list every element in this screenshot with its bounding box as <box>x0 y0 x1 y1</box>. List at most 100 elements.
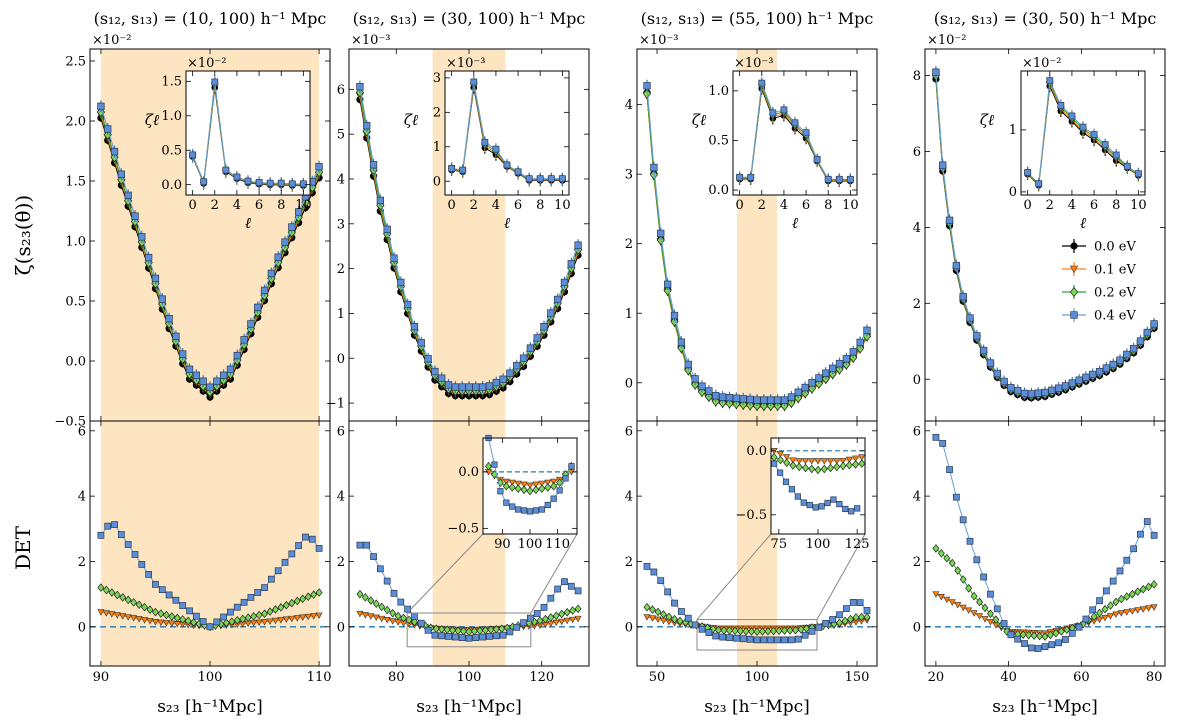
y-tick-label: 0.0 <box>458 465 479 480</box>
det-data-point <box>267 575 275 583</box>
data-point <box>417 339 425 347</box>
data-point <box>110 147 119 156</box>
det-data-point <box>108 611 116 618</box>
x-tick-label: 80 <box>388 670 405 685</box>
data-point <box>472 383 480 391</box>
det-data-point <box>124 614 132 621</box>
y-tick-label: 1.5 <box>65 175 86 190</box>
det-data-point <box>1007 631 1015 639</box>
scale-label: ×10⁻³ <box>351 33 391 48</box>
y-tick-label: 2 <box>433 106 441 121</box>
det-data-point <box>764 626 772 636</box>
det-data-point <box>671 599 678 607</box>
zoom-data-point <box>771 460 778 467</box>
x-tick-label: 6 <box>514 198 522 213</box>
inset-plot: ×10⁻³ 0 2 4 6 8 10 0.0 0.5 1.0 ℓ ζℓ <box>692 56 859 232</box>
det-data-point <box>113 612 121 619</box>
y-tick-label: 4 <box>625 98 633 113</box>
det-data-point <box>775 626 783 636</box>
det-data-point <box>479 633 487 641</box>
x-tick-label: 120 <box>529 670 554 685</box>
inset-x-label: ℓ <box>504 214 510 232</box>
zoom-data-point <box>788 486 796 493</box>
det-data-point <box>282 616 290 623</box>
zoom-region-box <box>696 619 818 651</box>
det-data-point <box>654 616 662 624</box>
data-point <box>560 278 569 287</box>
data-point <box>424 355 432 363</box>
inset-frame <box>444 70 570 196</box>
det-data-point <box>383 617 391 624</box>
x-tick-label: 4 <box>1068 198 1076 213</box>
det-data-point <box>657 577 665 585</box>
det-data-point <box>665 612 673 622</box>
det-data-point <box>400 613 407 623</box>
zoom-data-point <box>550 481 558 491</box>
det-data-point <box>378 615 386 623</box>
det-data-point <box>1090 612 1098 621</box>
data-point <box>281 238 289 246</box>
det-data-point <box>863 612 871 622</box>
det-data-point <box>168 620 176 627</box>
inset-data-point <box>846 175 854 183</box>
zoom-data-point <box>802 463 809 473</box>
x-tick-label: 4 <box>780 198 788 213</box>
det-data-point <box>299 614 307 621</box>
det-data-point <box>1139 584 1147 594</box>
data-point <box>986 359 995 367</box>
inset-scale-label: ×10⁻² <box>187 56 227 71</box>
det-data-point <box>240 598 248 606</box>
y-tick-label: 6 <box>78 424 86 439</box>
data-point <box>849 348 857 356</box>
chart-panel-1: (s₁₂, s₁₃) = (10, 100) h⁻¹ Mpc ×10⁻² −0.5 0… <box>54 9 331 717</box>
det-data-point <box>293 596 301 606</box>
det-data-point <box>547 613 555 622</box>
x-tick-label: 90 <box>494 537 511 552</box>
det-data-point <box>1057 627 1065 636</box>
det-data-point <box>1145 582 1153 592</box>
zoom-data-point <box>836 501 843 508</box>
zoom-data-point <box>556 478 564 488</box>
zoom-data-point <box>538 484 546 493</box>
det-data-point <box>255 610 263 620</box>
y-tick-label: 2 <box>625 555 633 570</box>
data-point <box>1054 384 1063 392</box>
inset-data-point <box>189 151 197 159</box>
det-data-point <box>863 607 871 614</box>
data-point <box>478 383 487 391</box>
chart-panel-2: (s₁₂, s₁₃) = (30, 100) h⁻¹ Mpc×10⁻³−1012… <box>326 9 590 717</box>
y-tick-label: 4 <box>913 221 921 236</box>
zoom-data-point <box>526 486 534 496</box>
y-tick-label: 0 <box>78 620 86 635</box>
zoom-data-point <box>794 493 801 500</box>
det-data-point <box>1150 531 1158 539</box>
det-data-point <box>172 596 180 604</box>
data-point <box>574 241 582 249</box>
det-data-point <box>1063 625 1071 635</box>
det-data-point <box>770 626 777 636</box>
det-data-point <box>315 545 323 552</box>
det-data-point <box>1145 605 1153 612</box>
legend-marker <box>1070 242 1078 250</box>
det-data-point <box>255 619 263 627</box>
det-data-point <box>277 603 285 612</box>
det-data-point <box>569 616 577 624</box>
inset-frame <box>185 70 311 196</box>
y-tick-label: 0.0 <box>746 444 767 459</box>
zoom-data-point <box>509 503 516 510</box>
y-tick-label: 2 <box>78 555 86 570</box>
det-data-point <box>954 602 962 609</box>
det-data-point <box>660 610 667 619</box>
scale-label: ×10⁻² <box>927 33 967 48</box>
det-data-point <box>858 612 865 622</box>
x-tick-label: 10 <box>295 198 312 213</box>
det-data-point <box>937 548 945 558</box>
det-data-point <box>1019 630 1027 639</box>
inset-y-label: ζℓ <box>692 111 706 129</box>
inset-data-point <box>244 177 252 185</box>
x-tick-label: 100 <box>806 537 831 552</box>
x-tick-label: 80 <box>1146 670 1163 685</box>
inset-data-point <box>481 138 489 146</box>
det-data-point <box>948 599 956 606</box>
